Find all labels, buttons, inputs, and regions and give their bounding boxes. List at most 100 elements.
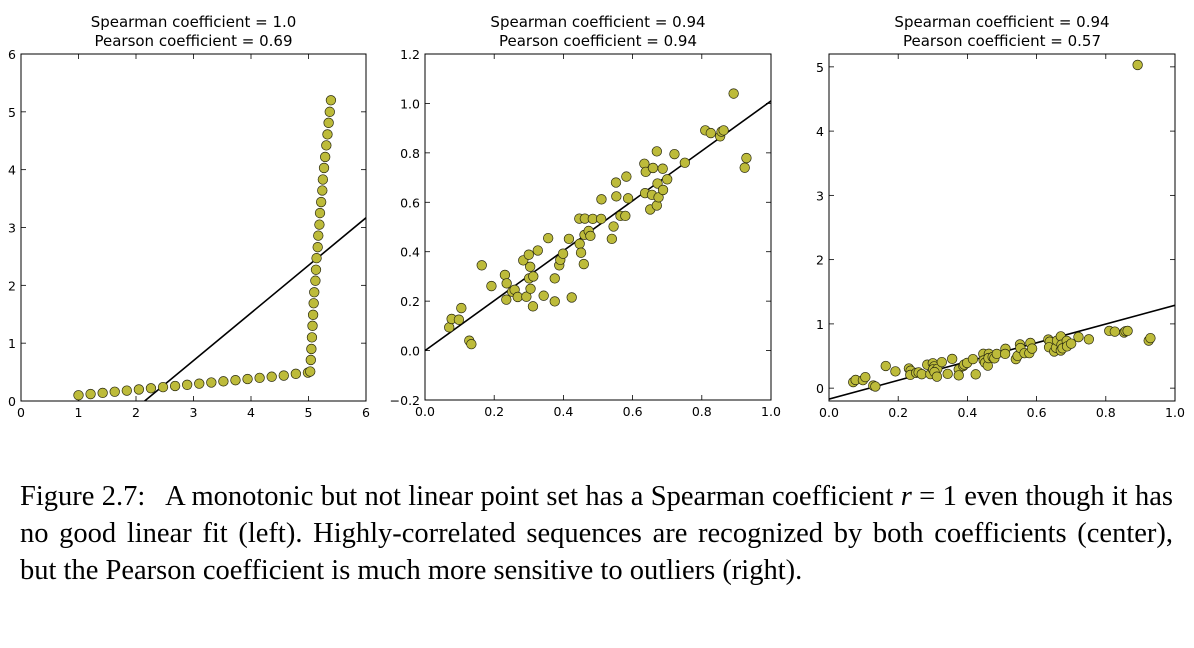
y-tick-label: 1.2 <box>400 47 420 62</box>
data-point <box>466 338 477 350</box>
data-point <box>182 379 193 390</box>
data-point <box>543 232 554 244</box>
x-tick-label: 2 <box>132 405 140 420</box>
data-point <box>679 157 690 168</box>
data-point <box>322 129 333 140</box>
data-point <box>109 386 120 397</box>
data-point <box>307 320 318 331</box>
y-tick-label: 2 <box>816 253 824 268</box>
x-tick-label: 0.6 <box>623 404 643 419</box>
x-tick-label: 0.2 <box>484 404 504 419</box>
x-tick-label: 1.0 <box>1165 405 1185 420</box>
x-tick-label: 3 <box>190 405 198 420</box>
data-point <box>953 370 964 381</box>
y-tick-label: 0.6 <box>400 195 420 210</box>
data-point <box>206 377 217 388</box>
data-point <box>266 371 277 382</box>
data-point <box>705 127 716 139</box>
data-point <box>595 213 607 224</box>
data-point <box>528 271 539 282</box>
caption-text-1: A monotonic but not linear point set has… <box>165 481 894 512</box>
data-point <box>525 283 536 294</box>
data-point <box>622 193 634 204</box>
data-point <box>305 366 316 377</box>
data-point <box>85 388 96 400</box>
data-point <box>133 384 145 395</box>
data-point <box>620 210 631 222</box>
data-point <box>316 196 327 208</box>
data-point <box>657 184 669 196</box>
y-tick-label: 0 <box>8 394 16 409</box>
data-point <box>325 95 337 106</box>
data-point <box>310 264 322 275</box>
data-point <box>936 356 947 368</box>
data-point <box>486 280 497 292</box>
data-point <box>574 238 585 249</box>
x-tick-label: 0.6 <box>1027 405 1047 420</box>
data-point <box>194 378 205 389</box>
data-point <box>653 192 664 203</box>
chart-title-line: Pearson coefficient = 0.94 <box>499 32 697 50</box>
data-point <box>314 207 326 219</box>
x-tick-label: 0.8 <box>692 404 712 419</box>
data-point <box>880 360 891 372</box>
x-tick-label: 6 <box>362 405 370 420</box>
data-point <box>308 298 319 309</box>
x-tick-label: 0.4 <box>553 404 573 419</box>
data-point <box>532 245 543 256</box>
x-tick-label: 4 <box>247 405 255 420</box>
data-point <box>1066 338 1077 349</box>
data-point <box>307 309 319 320</box>
chart-title-line: Pearson coefficient = 0.57 <box>903 32 1101 50</box>
y-tick-label: 1.0 <box>400 96 420 111</box>
y-tick-label: 5 <box>816 60 824 75</box>
y-tick-label: 1 <box>8 336 16 351</box>
data-point <box>324 106 335 117</box>
y-tick-label: 1 <box>816 317 824 332</box>
data-point <box>916 369 927 380</box>
x-tick-label: 0.8 <box>1096 405 1116 420</box>
data-point <box>310 275 321 286</box>
data-point <box>317 185 328 196</box>
data-point <box>456 302 467 314</box>
data-point <box>611 191 622 202</box>
data-point <box>741 152 752 164</box>
data-point <box>1122 325 1133 337</box>
data-point <box>970 369 981 380</box>
y-tick-label: 5 <box>8 105 16 120</box>
y-tick-label: 0 <box>816 381 824 396</box>
data-point <box>476 260 487 271</box>
data-point <box>521 291 532 302</box>
data-point <box>662 174 673 185</box>
x-tick-label: 0.4 <box>957 405 977 420</box>
y-tick-label: 0.4 <box>400 245 420 260</box>
fit-line <box>425 100 771 352</box>
data-point <box>1073 331 1084 343</box>
data-point <box>527 301 539 312</box>
data-point <box>73 390 84 401</box>
data-point <box>621 171 632 182</box>
data-point <box>254 372 265 384</box>
data-point <box>610 177 622 188</box>
data-point <box>1132 59 1143 71</box>
data-point <box>608 221 619 232</box>
x-tick-label: 0.2 <box>888 405 908 420</box>
data-point <box>218 376 229 387</box>
data-point <box>525 261 536 272</box>
plot-frame <box>424 53 772 401</box>
y-tick-label: 0.0 <box>400 344 420 359</box>
data-point <box>1145 332 1156 344</box>
data-point <box>596 194 607 205</box>
data-point <box>549 296 560 307</box>
data-point <box>566 292 577 303</box>
chart-title-line: Spearman coefficient = 0.94 <box>490 13 705 31</box>
plot-frame <box>20 53 367 402</box>
chart-title-line: Spearman coefficient = 0.94 <box>894 13 1109 31</box>
data-point <box>1109 326 1120 337</box>
data-point <box>278 370 289 381</box>
fit-line <box>143 217 366 401</box>
data-point <box>309 287 320 298</box>
plot-frame <box>828 53 1176 402</box>
